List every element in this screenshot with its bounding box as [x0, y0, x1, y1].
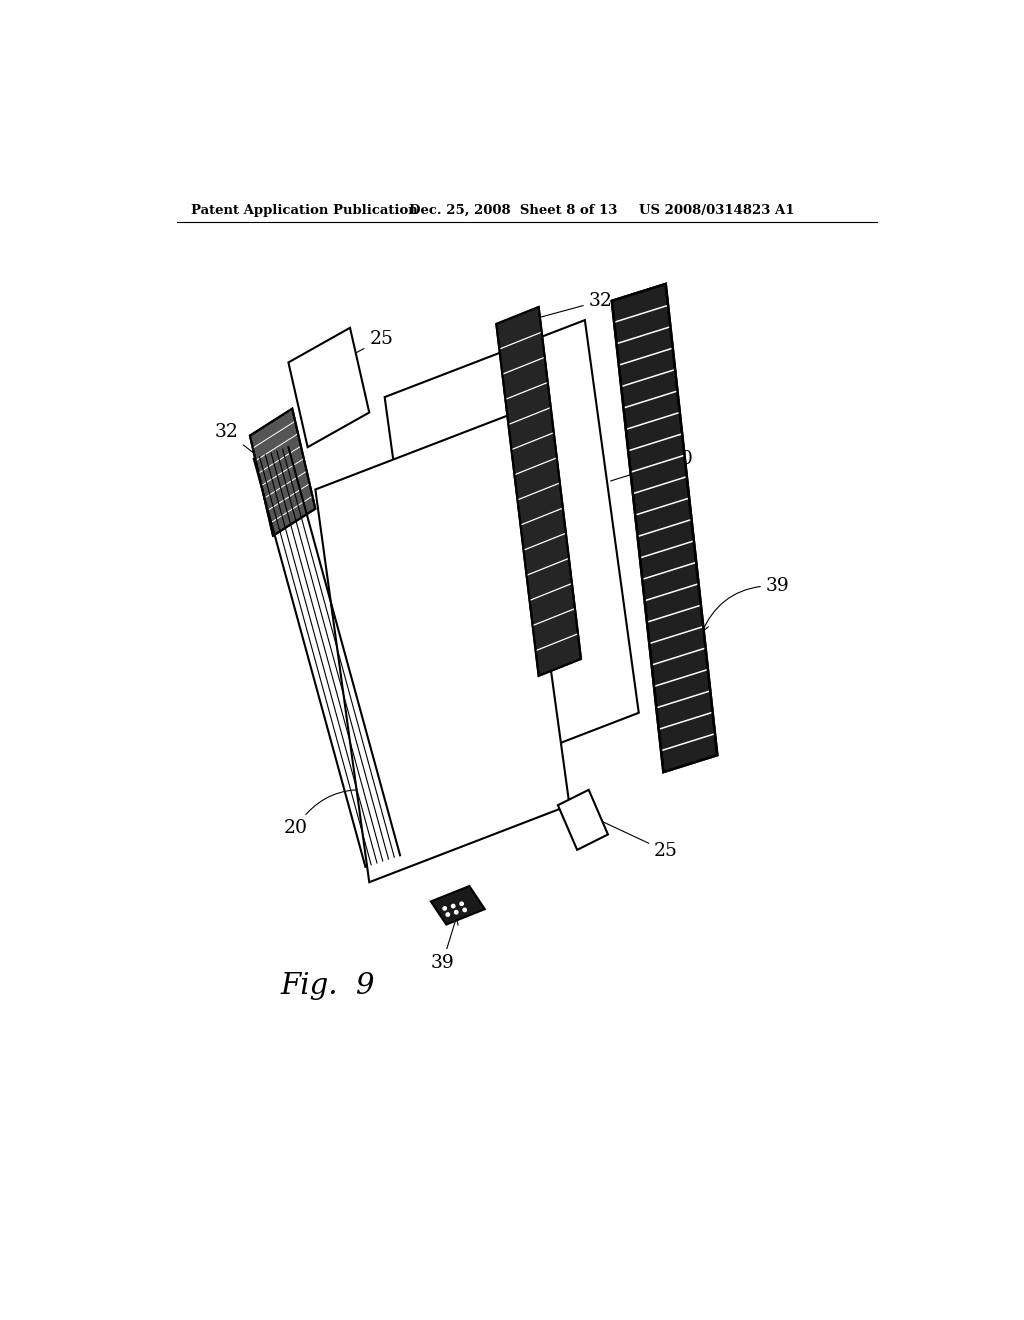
Circle shape: [463, 908, 467, 912]
Text: Dec. 25, 2008  Sheet 8 of 13: Dec. 25, 2008 Sheet 8 of 13: [410, 205, 617, 218]
Circle shape: [446, 913, 450, 916]
Text: 39: 39: [430, 917, 458, 972]
Text: Fig.  9: Fig. 9: [281, 972, 375, 1001]
Polygon shape: [558, 789, 608, 850]
Circle shape: [443, 907, 446, 909]
Text: 25: 25: [333, 330, 393, 366]
Text: 32: 32: [519, 292, 612, 325]
Text: Patent Application Publication: Patent Application Publication: [190, 205, 418, 218]
Polygon shape: [289, 327, 370, 447]
Text: US 2008/0314823 A1: US 2008/0314823 A1: [639, 205, 795, 218]
Polygon shape: [497, 308, 581, 676]
Text: 32: 32: [214, 422, 278, 471]
Circle shape: [460, 902, 463, 906]
Text: 30: 30: [353, 758, 432, 776]
Text: 30: 30: [610, 450, 693, 480]
Polygon shape: [250, 409, 315, 536]
Circle shape: [452, 904, 455, 908]
Text: 25: 25: [603, 822, 678, 861]
Polygon shape: [385, 321, 639, 789]
Circle shape: [455, 911, 458, 913]
Text: 20: 20: [284, 785, 366, 837]
Polygon shape: [315, 412, 569, 882]
Polygon shape: [431, 886, 484, 924]
Polygon shape: [611, 284, 717, 772]
Text: 39: 39: [701, 577, 790, 632]
